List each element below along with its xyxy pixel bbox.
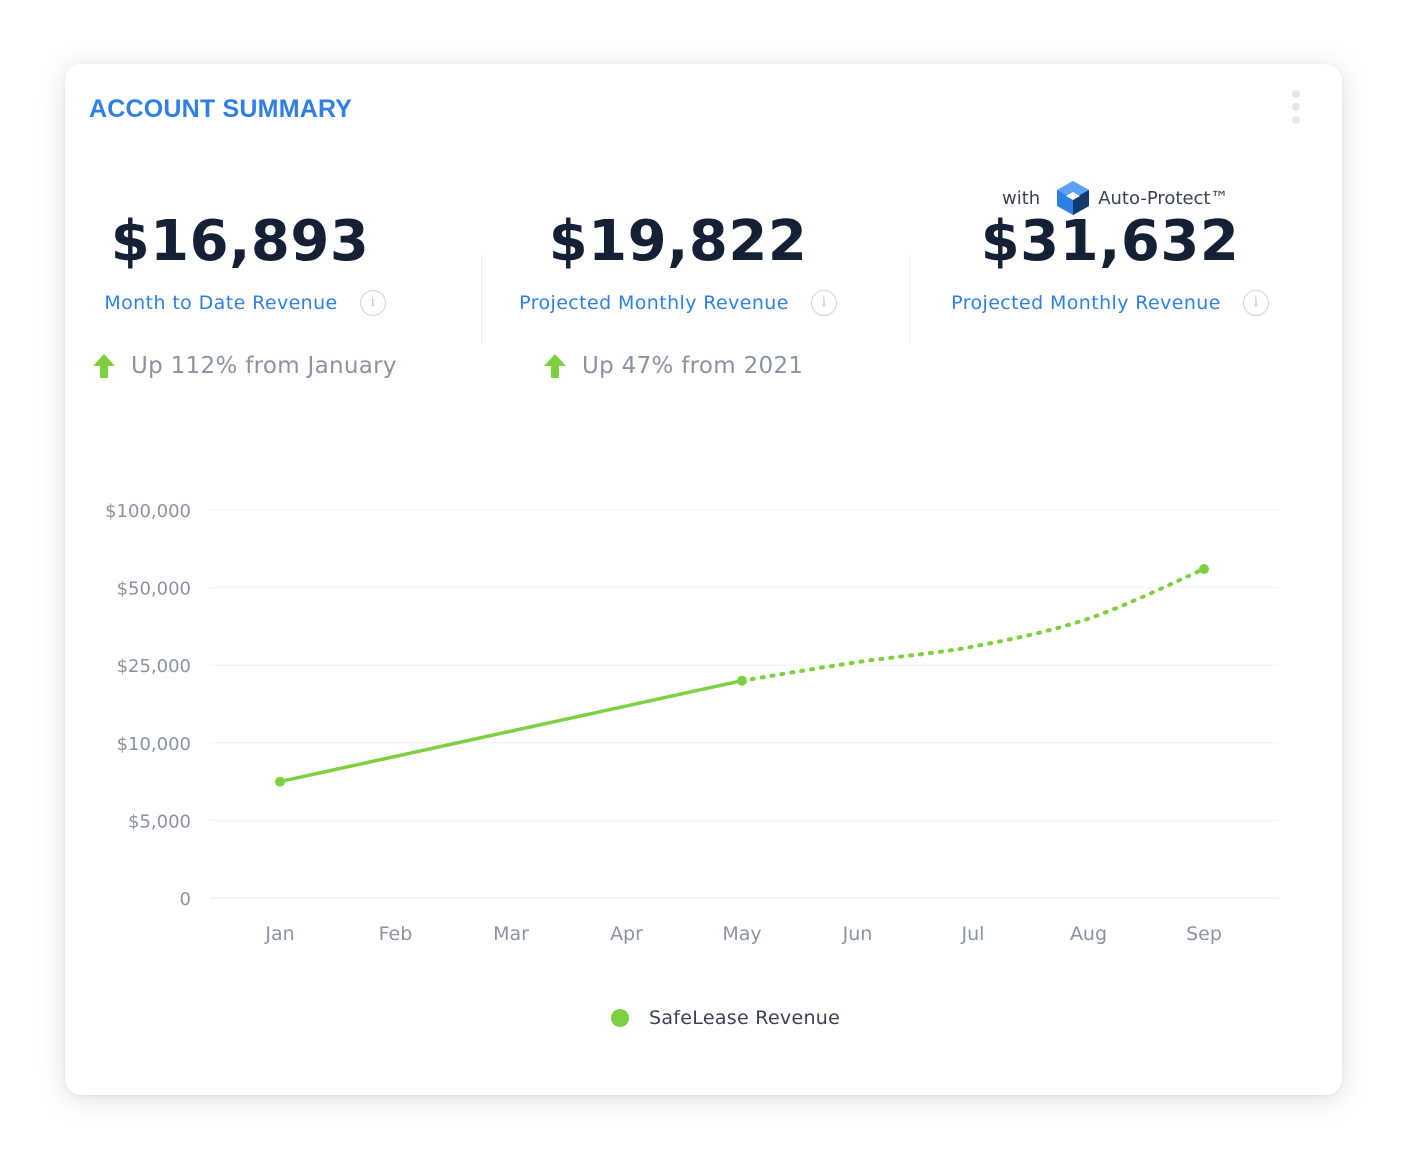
chart-legend[interactable]: SafeLease Revenue <box>611 1007 840 1029</box>
auto-protect-prefix: with <box>1002 187 1041 209</box>
series-line-projected <box>740 566 1206 683</box>
legend-marker <box>611 1009 629 1027</box>
metric-change-year: Up 47% from 2021 <box>542 352 803 380</box>
auto-protect-brand: Auto-Protect™ <box>1098 187 1229 209</box>
data-point <box>1199 563 1209 574</box>
metric-value: $16,893 <box>110 209 370 274</box>
x-tick-label: May <box>722 923 761 945</box>
metric-projected-auto-protect: $31,632 Projected Monthly Revenue i <box>930 214 1290 316</box>
metric-change-month: Up 112% from January <box>91 352 397 380</box>
arrow-up-icon <box>93 354 115 378</box>
info-icon[interactable]: i <box>359 290 386 316</box>
account-summary-card: ACCOUNT SUMMARY $16,893 Month to Date Re… <box>65 64 1342 1095</box>
series-line-actual <box>278 678 744 784</box>
metric-label: Month to Date Revenue <box>104 292 338 314</box>
y-tick-label: $100,000 <box>105 501 191 522</box>
x-tick-label: Feb <box>379 923 413 945</box>
kebab-menu-icon[interactable] <box>1281 88 1311 126</box>
metric-month-to-date: $16,893 Month to Date Revenue i <box>65 214 425 316</box>
x-tick-label: Mar <box>493 923 529 945</box>
change-text: Up 112% from January <box>131 353 397 379</box>
y-tick-label: $10,000 <box>117 734 191 755</box>
y-tick-label: $25,000 <box>117 656 191 677</box>
metric-label: Projected Monthly Revenue <box>519 292 789 314</box>
auto-protect-badge: with Auto-Protect™ <box>1002 179 1228 217</box>
x-tick-label: Jul <box>961 923 985 945</box>
x-tick-label: Aug <box>1070 923 1107 945</box>
metric-projected-monthly: $19,822 Projected Monthly Revenue i <box>498 214 858 316</box>
info-icon[interactable]: i <box>810 290 837 316</box>
metric-value: $19,822 <box>548 209 808 274</box>
metric-value: $31,632 <box>980 209 1240 274</box>
info-icon[interactable]: i <box>1242 290 1269 316</box>
arrow-up-icon <box>544 354 566 378</box>
legend-label: SafeLease Revenue <box>649 1007 841 1029</box>
auto-protect-logo <box>1057 181 1090 215</box>
x-tick-label: Jun <box>842 923 873 945</box>
metric-divider <box>481 254 482 344</box>
change-text: Up 47% from 2021 <box>582 353 804 379</box>
card-title: ACCOUNT SUMMARY <box>89 95 353 123</box>
y-tick-label: $50,000 <box>117 579 191 600</box>
x-tick-label: Jan <box>264 923 294 945</box>
x-tick-label: Apr <box>610 923 643 945</box>
x-tick-label: Sep <box>1186 923 1222 945</box>
y-tick-label: 0 <box>180 889 191 910</box>
metric-label: Projected Monthly Revenue <box>951 292 1221 314</box>
metric-divider <box>909 254 910 344</box>
data-point <box>275 776 285 787</box>
y-tick-label: $5,000 <box>128 811 191 832</box>
data-point <box>737 675 747 686</box>
